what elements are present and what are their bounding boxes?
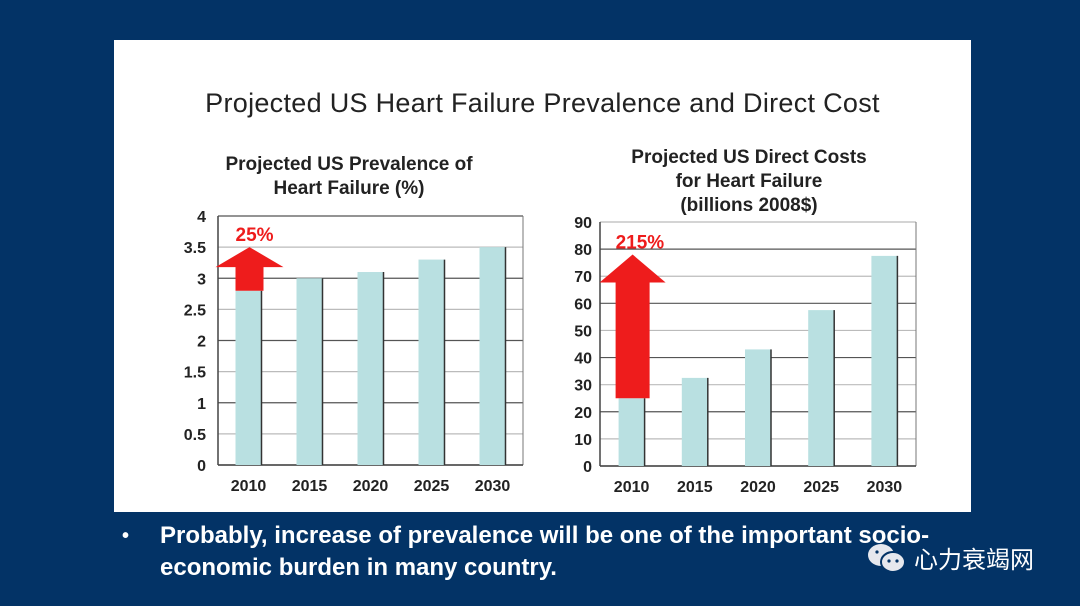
watermark: 心力衰竭网 xyxy=(866,540,1034,575)
bullet-marker: • xyxy=(122,525,130,547)
chart-1-title: Projected US Prevalence of Heart Failure… xyxy=(184,153,514,201)
y-tick-label: 0.5 xyxy=(184,427,206,444)
chart-2-title-line: for Heart Failure xyxy=(675,171,823,192)
x-tick-label: 2025 xyxy=(414,478,450,495)
x-tick-label: 2020 xyxy=(740,479,776,496)
y-tick-label: 10 xyxy=(574,432,592,449)
bullet-text: Probably, increase of prevalence will be… xyxy=(160,522,930,581)
y-tick-label: 30 xyxy=(574,378,592,395)
growth-annotation: 215% xyxy=(616,233,665,254)
x-tick-label: 2030 xyxy=(475,478,511,495)
bar-2010 xyxy=(618,398,645,466)
red-up-arrow-icon xyxy=(599,254,666,399)
slide-title: Projected US Heart Failure Prevalence an… xyxy=(205,88,880,118)
y-tick-label: 0 xyxy=(583,459,592,476)
bar-2030 xyxy=(871,255,898,466)
chart-1-title-line: Projected US Prevalence of xyxy=(225,154,473,175)
y-tick-label: 1 xyxy=(197,396,206,413)
y-tick-label: 20 xyxy=(574,405,592,422)
x-tick-label: 2020 xyxy=(353,478,389,495)
chart-2-title-line: (billions 2008$) xyxy=(680,195,818,216)
x-tick-label: 2010 xyxy=(614,479,650,496)
y-tick-label: 3.5 xyxy=(184,240,206,257)
y-tick-label: 90 xyxy=(574,215,592,232)
y-tick-label: 50 xyxy=(574,323,592,340)
x-tick-label: 2030 xyxy=(867,479,903,496)
y-tick-label: 60 xyxy=(574,296,592,313)
y-tick-label: 3 xyxy=(197,271,206,288)
y-tick-label: 2.5 xyxy=(184,302,206,319)
y-tick-label: 2 xyxy=(197,334,206,351)
bar-2020 xyxy=(357,272,384,465)
x-tick-label: 2010 xyxy=(231,478,267,495)
y-tick-label: 1.5 xyxy=(184,365,206,382)
y-tick-label: 0 xyxy=(197,458,206,475)
red-up-arrow-icon xyxy=(215,247,284,291)
bar-2025 xyxy=(418,259,445,465)
growth-annotation: 25% xyxy=(236,225,274,246)
y-tick-label: 40 xyxy=(574,351,592,368)
x-tick-label: 2015 xyxy=(677,479,713,496)
bar-2030 xyxy=(479,247,506,465)
y-tick-label: 70 xyxy=(574,269,592,286)
chart-2-title: Projected US Direct Costs for Heart Fail… xyxy=(584,146,914,218)
bar-2015 xyxy=(681,377,708,466)
x-tick-label: 2015 xyxy=(292,478,328,495)
bar-2015 xyxy=(296,278,323,465)
bar-2025 xyxy=(808,310,835,466)
bar-2010 xyxy=(235,290,262,465)
chart-2-title-line: Projected US Direct Costs xyxy=(631,147,867,168)
bar-2020 xyxy=(745,349,771,466)
y-tick-label: 80 xyxy=(574,242,592,259)
chart-1-title-line: Heart Failure (%) xyxy=(273,178,425,199)
watermark-text: 心力衰竭网 xyxy=(914,547,1034,574)
wechat-icon xyxy=(868,543,906,573)
y-tick-label: 4 xyxy=(197,209,206,226)
x-tick-label: 2025 xyxy=(803,479,839,496)
